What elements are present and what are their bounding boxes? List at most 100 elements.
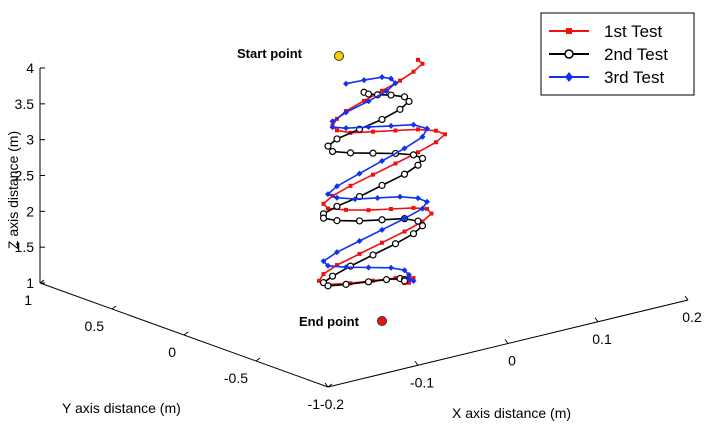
z-tick-label: 3.5 (15, 96, 35, 112)
legend-marker-1st-test (566, 28, 572, 34)
x-tick-label: -0.2 (320, 396, 344, 412)
legend-marker-3rd-test (565, 72, 573, 82)
data-point (378, 115, 386, 124)
data-point (443, 132, 447, 137)
data-point (393, 128, 398, 133)
data-point (402, 229, 407, 234)
data-point (420, 61, 425, 66)
data-point (343, 109, 349, 116)
data-point (434, 128, 438, 133)
data-point (319, 214, 328, 222)
data-point (365, 98, 372, 105)
data-point (333, 217, 341, 225)
data-point (357, 251, 362, 256)
data-point (419, 205, 426, 212)
series-line-1st-test (318, 59, 446, 286)
data-point (420, 219, 425, 224)
data-point (362, 98, 366, 103)
data-point (406, 271, 412, 278)
y-tick-mark (327, 383, 333, 388)
data-point (366, 208, 371, 213)
series-layer (317, 57, 447, 290)
data-point (325, 262, 331, 269)
z-tick-label: 2.5 (15, 168, 35, 184)
x-tick-mark (414, 360, 419, 366)
y-tick-label: 0.5 (85, 318, 105, 334)
data-point (352, 196, 358, 203)
data-point (371, 172, 375, 177)
data-point (317, 278, 321, 283)
y-tick-label: -0.5 (224, 370, 248, 386)
data-point (387, 91, 395, 99)
data-point (401, 145, 408, 152)
data-point (424, 198, 430, 205)
data-point (371, 129, 375, 134)
data-point (405, 97, 413, 106)
data-point (419, 133, 426, 140)
data-point (416, 57, 420, 62)
data-point (400, 170, 409, 178)
data-point (429, 211, 434, 216)
data-point (409, 230, 418, 238)
x-tick-mark (594, 317, 599, 323)
data-point (434, 140, 438, 145)
data-point (365, 264, 372, 271)
data-point (414, 161, 422, 169)
data-point (361, 77, 367, 84)
data-point (343, 125, 349, 132)
data-point (343, 80, 349, 87)
data-point (355, 217, 364, 225)
data-point (393, 161, 398, 166)
z-tick-label: 2 (26, 203, 34, 219)
legend-label-3rd-test: 3rd Test (604, 68, 664, 87)
legend-label-1st-test: 1st Test (604, 22, 663, 41)
legend-entry-3rd-test: 3rd Test (549, 68, 664, 87)
data-point (329, 118, 336, 125)
data-point (418, 222, 427, 230)
legend-label-2nd-test: 2nd Test (604, 45, 668, 64)
data-point (328, 147, 337, 156)
y-tick-label: 0 (168, 344, 176, 360)
data-point (328, 272, 337, 280)
data-point (388, 264, 394, 271)
data-point (382, 276, 391, 284)
end-point-label: End point (299, 314, 360, 329)
data-point (326, 206, 330, 211)
z-tick-label: 4 (26, 60, 34, 76)
data-point (334, 194, 340, 201)
data-point (392, 80, 399, 87)
data-point (343, 264, 349, 271)
series-3rd-test (320, 74, 430, 284)
x-tick-label: 0.2 (682, 309, 702, 325)
data-point (356, 170, 363, 177)
data-point (425, 206, 429, 211)
data-point (365, 124, 372, 131)
y-tick-mark (183, 331, 189, 336)
x-tick-mark (324, 382, 329, 388)
y-tick-mark (39, 279, 45, 284)
data-point (410, 121, 417, 128)
data-point (424, 125, 430, 132)
y-ticks: -1 -0.5 0 0.5 1 (24, 279, 333, 412)
x-tick-mark (504, 339, 509, 344)
data-point (388, 122, 394, 129)
x-tick-mark (684, 295, 689, 301)
legend-entry-2nd-test: 2nd Test (549, 45, 668, 64)
data-point (334, 249, 340, 256)
data-point (321, 272, 326, 277)
x-tick-label: 0 (508, 353, 516, 369)
data-point (389, 207, 393, 212)
data-point (414, 217, 422, 225)
data-point (397, 193, 403, 200)
data-point (324, 282, 332, 290)
axes-frame (39, 68, 689, 388)
data-point (364, 278, 373, 286)
data-point (379, 74, 385, 81)
data-point (346, 262, 355, 270)
x-tick-label: -0.1 (410, 374, 434, 390)
data-point (335, 263, 339, 268)
data-point (406, 276, 412, 283)
data-point (416, 150, 420, 155)
data-point (333, 202, 341, 210)
